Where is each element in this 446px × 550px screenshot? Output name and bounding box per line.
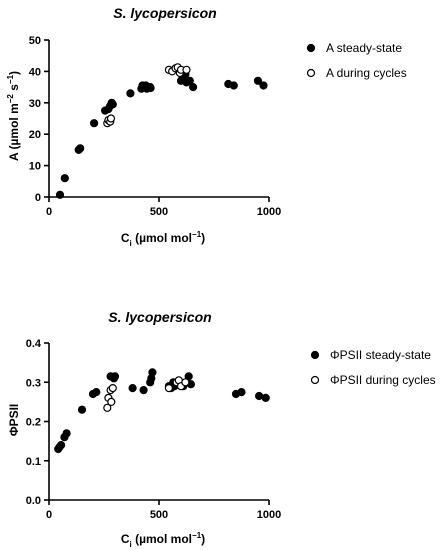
chart-1-ytick-label: 0 <box>35 192 41 204</box>
chart-2-ytick-label: 0.3 <box>26 377 41 389</box>
chart-1-point-steady-state <box>259 81 268 90</box>
chart-1-ylabel-post: ) <box>7 71 21 75</box>
chart-1-legend-filled-marker <box>306 43 316 53</box>
chart-1-legend: A steady-state A during cycles <box>306 41 407 80</box>
chart-2-point-steady-state <box>128 384 137 393</box>
chart-1-ylabel: A (µmol m−2 s−1) <box>6 71 21 161</box>
chart-2-point-during-cycles <box>181 378 190 387</box>
chart-2-legend-open-marker <box>310 375 320 385</box>
chart-1-xlabel-sub: i <box>130 239 132 248</box>
chart-2-xlabel-main: C <box>121 532 130 546</box>
chart-2-point-steady-state <box>56 441 66 450</box>
chart-1-legend-label-1: A steady-state <box>326 41 402 55</box>
chart-1-xlabel-main: C <box>121 231 130 245</box>
chart-1-legend-open-marker <box>306 68 316 78</box>
chart-2-ytick-label: 0.4 <box>26 338 42 350</box>
chart-2-point-steady-state <box>139 386 148 395</box>
chart-2-xtick-label: 500 <box>150 509 168 521</box>
chart-2-legend-label-1: ΦPSII steady-state <box>330 348 431 362</box>
chart-1-xlabel-unit-sup: −1 <box>192 230 202 239</box>
chart-1-point-steady-state <box>189 82 198 92</box>
chart-1-legend-label-2: A during cycles <box>326 66 407 80</box>
chart-2-point-steady-state <box>62 429 71 438</box>
chart-1-point-steady-state <box>126 89 135 98</box>
chart-2-point-steady-state <box>237 388 246 397</box>
chart-2-point-steady-state <box>77 405 87 414</box>
chart-2-point-steady-state <box>148 368 157 377</box>
chart-2-ytick-label: 0.1 <box>26 456 41 468</box>
chart-1-ylabel-mid: s <box>7 84 21 94</box>
chart-1-point-steady-state <box>185 76 194 85</box>
chart-2: S. lycopersicon ΦPSII Ci (µmol mol−1) 0.… <box>7 309 436 549</box>
chart-1-xtick-label: 500 <box>150 206 168 218</box>
chart-1-xlabel: Ci (µmol mol−1) <box>121 230 205 248</box>
chart-1-point-steady-state <box>76 144 85 153</box>
chart-1-ytick-label: 50 <box>29 35 41 47</box>
chart-1-xtick-label: 1000 <box>257 206 281 218</box>
chart-1-ylabel-pre: A (µmol m <box>7 103 21 161</box>
chart-2-point-steady-state <box>110 372 120 381</box>
chart-1-point-steady-state <box>229 81 238 90</box>
chart-2-point-during-cycles <box>108 384 117 393</box>
chart-1-point-steady-state <box>55 190 65 199</box>
chart-2-point-during-cycles <box>107 397 116 406</box>
chart-2-point-steady-state <box>92 388 101 397</box>
chart-1-point-during-cycles <box>182 65 191 74</box>
chart-1-point-during-cycles <box>106 114 116 123</box>
chart-2-point-during-cycles <box>103 403 112 412</box>
chart-2-xlabel-sub: i <box>130 540 132 549</box>
chart-2-xtick-label: 0 <box>46 509 52 521</box>
chart-2-point-steady-state <box>255 391 264 401</box>
chart-1-point-steady-state <box>89 119 99 128</box>
chart-1-ytick-label: 20 <box>29 129 41 141</box>
chart-1-point-steady-state <box>253 76 263 85</box>
chart-1-ytick-label: 10 <box>29 161 41 173</box>
chart-1-xlabel-unit-post: ) <box>201 231 205 245</box>
chart-2-ytick-label: 0.0 <box>26 495 41 507</box>
chart-1: S. lycopersicon A (µmol m−2 s−1) Ci (µmo… <box>6 5 407 248</box>
chart-2-point-during-cycles <box>164 384 173 393</box>
chart-1-point-steady-state <box>146 83 155 93</box>
chart-2-legend: ΦPSII steady-state ΦPSII during cycles <box>310 348 436 387</box>
chart-2-xlabel-unit-sup: −1 <box>192 531 202 540</box>
chart-1-xtick-label: 0 <box>46 206 52 218</box>
chart-1-ytick-label: 40 <box>29 66 41 78</box>
svg-text:A (µmol m−2 s−1): A (µmol m−2 s−1) <box>6 71 21 161</box>
chart-2-xtick-label: 1000 <box>257 509 281 521</box>
chart-1-title: S. lycopersicon <box>113 5 216 21</box>
chart-1-xlabel-unit-pre: (µmol mol <box>132 231 192 245</box>
chart-1-point-steady-state <box>108 100 117 109</box>
chart-1-ytick-label: 30 <box>29 98 41 110</box>
chart-2-xlabel: Ci (µmol mol−1) <box>121 531 205 549</box>
chart-1-ylabel-sup1: −2 <box>6 94 15 104</box>
chart-2-ytick-label: 0.2 <box>26 417 41 429</box>
chart-2-plot: 0.0 0.1 0.2 0.3 0.4 0 500 1000 <box>26 338 282 521</box>
chart-2-title: S. lycopersicon <box>108 309 211 325</box>
chart-2-ylabel: ΦPSII <box>7 404 21 437</box>
chart-2-legend-filled-marker <box>310 350 320 360</box>
chart-2-legend-label-2: ΦPSII during cycles <box>330 373 436 387</box>
chart-1-ylabel-sup2: −1 <box>6 74 15 84</box>
chart-2-point-steady-state <box>261 393 270 402</box>
chart-2-xlabel-unit-post: ) <box>201 532 205 546</box>
chart-1-point-steady-state <box>60 174 69 183</box>
chart-2-xlabel-unit-pre: (µmol mol <box>132 532 192 546</box>
